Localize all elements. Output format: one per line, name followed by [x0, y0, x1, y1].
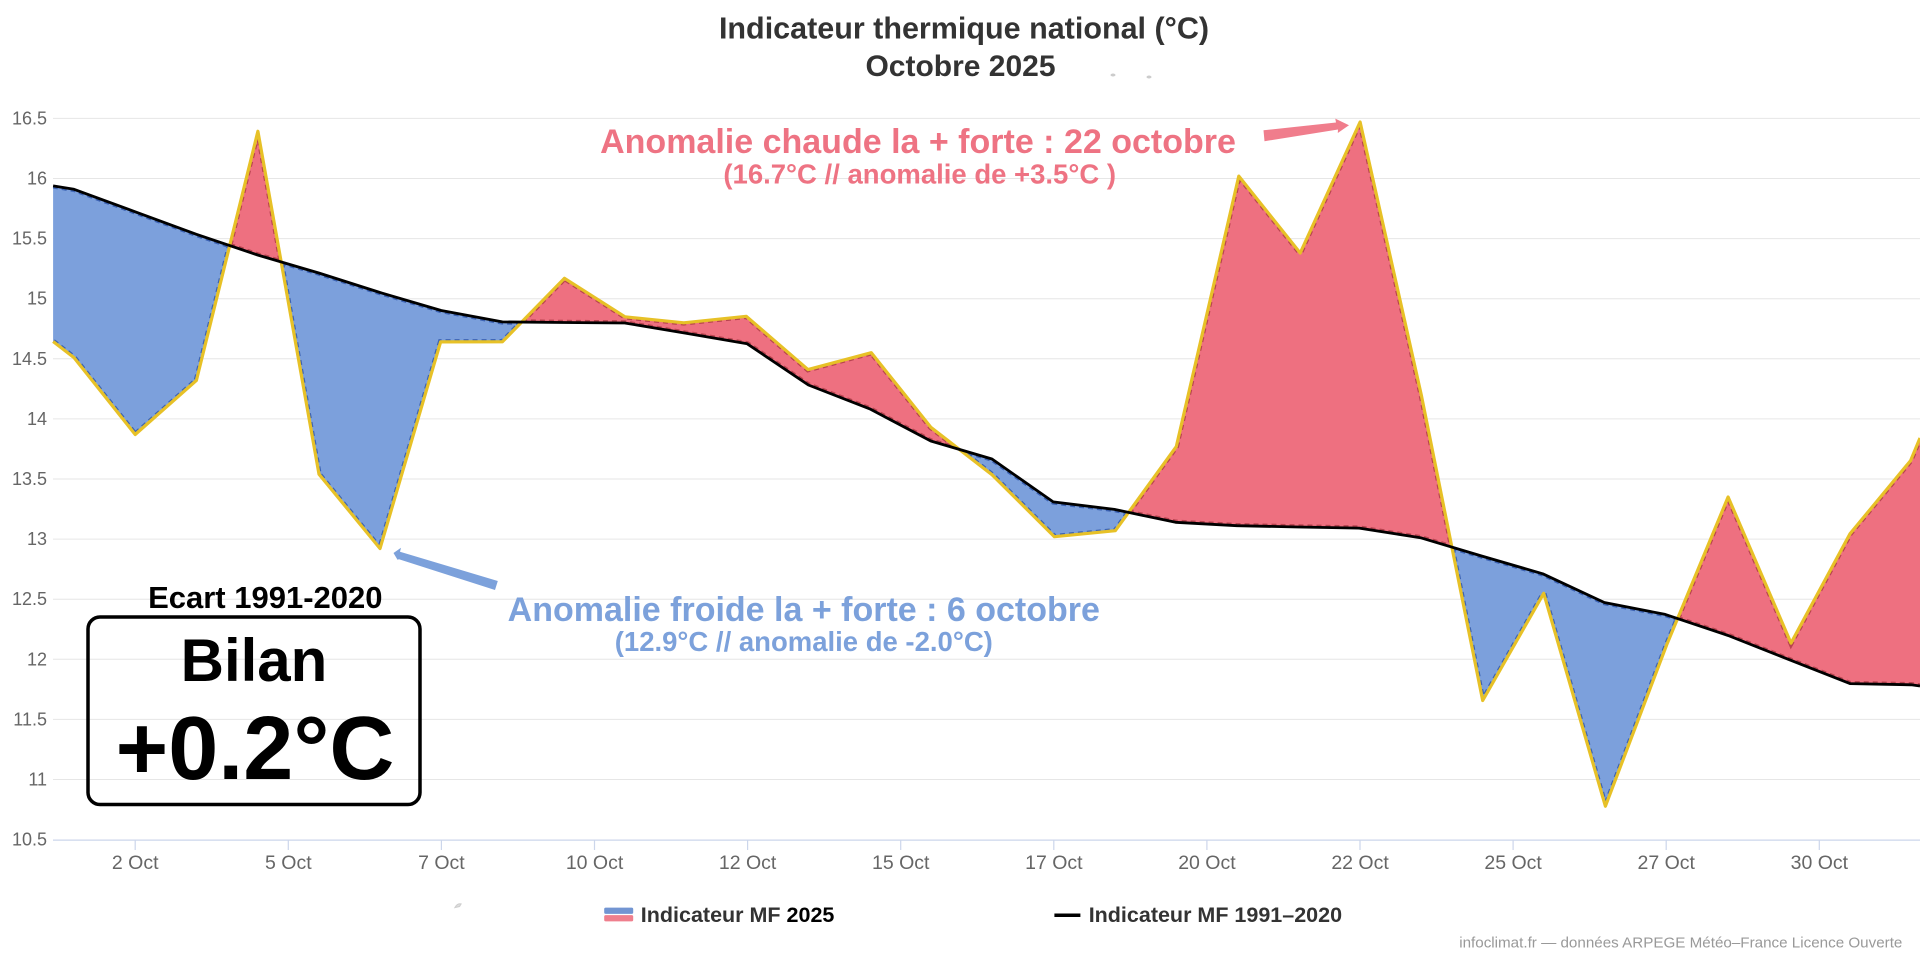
svg-text:Indicateur MF 1991–2020: Indicateur MF 1991–2020: [1089, 903, 1342, 927]
svg-text:15.5: 15.5: [12, 229, 47, 249]
svg-text:12: 12: [27, 649, 47, 669]
svg-text:27 Oct: 27 Oct: [1638, 852, 1696, 874]
svg-text:15: 15: [27, 289, 47, 309]
svg-text:14.5: 14.5: [12, 349, 47, 369]
svg-text:10 Oct: 10 Oct: [566, 852, 624, 874]
svg-text:Indicateur thermique national: Indicateur thermique national (°C): [719, 12, 1209, 46]
svg-text:17 Oct: 17 Oct: [1025, 852, 1083, 874]
svg-text:13: 13: [27, 529, 47, 549]
svg-text:14: 14: [27, 409, 47, 429]
svg-text:Octobre 2025: Octobre 2025: [865, 50, 1055, 83]
svg-text:+0.2°C: +0.2°C: [116, 699, 395, 799]
svg-text:30 Oct: 30 Oct: [1791, 852, 1849, 874]
svg-text:(16.7°C // anomalie de +3.5°C: (16.7°C // anomalie de +3.5°C ): [723, 159, 1116, 190]
svg-text:22 Oct: 22 Oct: [1331, 852, 1389, 874]
svg-text:13.5: 13.5: [12, 469, 47, 489]
svg-text:25 Oct: 25 Oct: [1484, 852, 1542, 874]
svg-text:infoclimat.fr — données ARPEGE: infoclimat.fr — données ARPEGE Météo–Fra…: [1459, 935, 1902, 952]
svg-text:15 Oct: 15 Oct: [872, 852, 930, 874]
svg-text:Bilan: Bilan: [181, 627, 328, 694]
svg-text:Indicateur MF 2025: Indicateur MF 2025: [641, 903, 835, 927]
svg-text:7 Oct: 7 Oct: [418, 852, 465, 874]
svg-text:12 Oct: 12 Oct: [719, 852, 777, 874]
svg-text:12.5: 12.5: [12, 589, 47, 609]
svg-text:Anomalie chaude la + forte : 2: Anomalie chaude la + forte : 22 octobre: [600, 123, 1236, 161]
svg-text:16.5: 16.5: [12, 108, 47, 128]
svg-text:11: 11: [28, 770, 47, 790]
svg-text:11.5: 11.5: [13, 709, 47, 729]
svg-text:Anomalie froide la + forte : 6: Anomalie froide la + forte : 6 octobre: [508, 591, 1100, 629]
svg-text:16: 16: [27, 169, 47, 189]
svg-text:Ecart 1991-2020: Ecart 1991-2020: [148, 580, 382, 615]
svg-text:20 Oct: 20 Oct: [1178, 852, 1236, 874]
svg-text:10.5: 10.5: [12, 830, 47, 850]
svg-text:5 Oct: 5 Oct: [265, 852, 312, 874]
svg-text:(12.9°C // anomalie de -2.0°C): (12.9°C // anomalie de -2.0°C): [615, 626, 993, 657]
svg-text:2 Oct: 2 Oct: [112, 852, 159, 874]
